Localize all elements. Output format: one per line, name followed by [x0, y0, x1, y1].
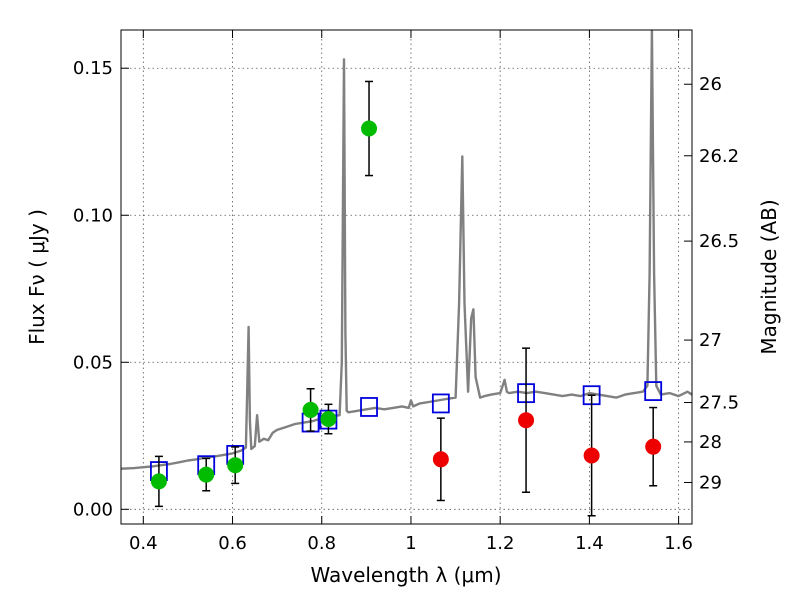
magnitude-tick-label: 27 — [699, 330, 722, 351]
y-tick-label: 0.05 — [73, 352, 113, 373]
non-detection-point — [583, 447, 600, 464]
x-tick-label: 1.4 — [575, 533, 604, 554]
y-tick-label: 0.10 — [73, 205, 113, 226]
detection-point — [150, 473, 167, 490]
detection-point — [361, 120, 378, 137]
magnitude-tick-label: 28 — [699, 432, 722, 453]
detection-point — [320, 411, 337, 428]
x-tick-label: 0.4 — [129, 533, 158, 554]
y-axis-label: Flux Fν ( μJy ) — [25, 209, 49, 345]
detection-point — [198, 466, 215, 483]
detection-point — [302, 401, 319, 418]
right-y-axis-label: Magnitude (AB) — [757, 199, 781, 354]
grid-layer — [121, 30, 692, 524]
x-tick-label: 1.6 — [664, 533, 693, 554]
marker-layer — [150, 80, 663, 517]
magnitude-tick-label: 29 — [699, 472, 722, 493]
tick-layer: 0.4 0.6 0.8 1 1.2 1.4 1.6 0.00 0.05 0.10 0.15 26 26.… — [73, 30, 739, 554]
plot-frame — [120, 29, 693, 525]
x-axis-label: Wavelength λ (μm) — [310, 563, 501, 587]
spectrum-line — [121, 30, 692, 470]
model-flux-square — [431, 393, 450, 414]
model-flux-square — [644, 381, 663, 401]
non-detection-point — [432, 451, 449, 468]
magnitude-tick-label: 26.2 — [699, 146, 739, 167]
model-flux-square — [360, 397, 378, 417]
y-tick-label: 0.15 — [73, 58, 113, 79]
non-detection-point — [645, 438, 662, 455]
y-tick-label: 0.00 — [73, 499, 113, 520]
detection-point — [227, 457, 244, 474]
x-tick-label: 0.8 — [307, 533, 336, 554]
x-tick-label: 1 — [405, 533, 416, 554]
magnitude-tick-label: 27.5 — [699, 393, 739, 414]
magnitude-tick-label: 26.5 — [699, 231, 739, 252]
spectrum-layer — [121, 30, 692, 470]
non-detection-point — [518, 412, 535, 429]
x-tick-label: 1.2 — [486, 533, 515, 554]
magnitude-tick-label: 26 — [699, 74, 722, 95]
x-tick-label: 0.6 — [218, 533, 247, 554]
